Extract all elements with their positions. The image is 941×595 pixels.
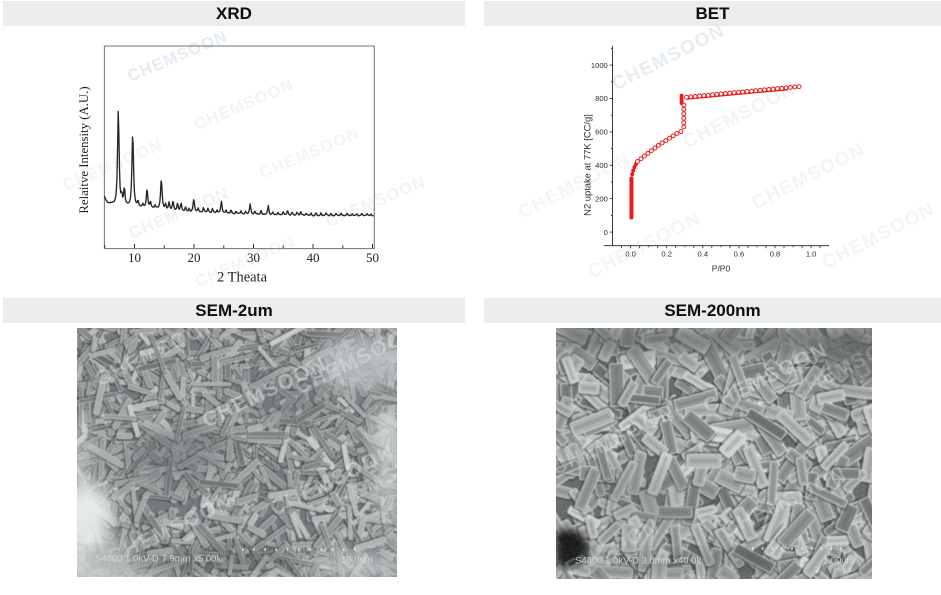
svg-text:20: 20 [188,250,201,265]
svg-text:CHEMSOON: CHEMSOON [192,76,297,134]
svg-text:1000: 1000 [591,61,608,70]
svg-text:CHEMSOON: CHEMSOON [515,149,635,224]
svg-text:30: 30 [247,250,260,265]
svg-text:CHEMSOON: CHEMSOON [60,136,165,194]
svg-text:0.4: 0.4 [698,249,709,258]
svg-text:CHEMSOON: CHEMSOON [323,173,428,231]
svg-text:0.0: 0.0 [625,249,636,258]
svg-text:CHEMSOON: CHEMSOON [257,124,362,182]
svg-text:1.0: 1.0 [806,249,817,258]
svg-text:40: 40 [307,250,320,265]
svg-text:0.2: 0.2 [661,249,672,258]
svg-text:400: 400 [595,161,608,170]
svg-text:2 Theata: 2 Theata [217,270,268,286]
svg-text:0: 0 [604,228,608,237]
svg-text:N2 uptake at 77K [CC/g]: N2 uptake at 77K [CC/g] [582,114,593,216]
svg-text:0.8: 0.8 [770,249,781,258]
svg-text:P/P0: P/P0 [712,264,731,274]
svg-text:Relaitve Intensity (A.U.): Relaitve Intensity (A.U.) [77,86,91,213]
svg-text:600: 600 [595,128,608,137]
svg-text:10: 10 [128,250,141,265]
svg-text:S4800 1.0kV-D 3.8mm x40.0k: S4800 1.0kV-D 3.8mm x40.0k [575,556,701,567]
svg-text:0.6: 0.6 [734,249,745,258]
svg-text:CHEMSOON: CHEMSOON [127,184,232,242]
svg-text:1.00um: 1.00um [823,556,855,567]
svg-text:CHEMSOON: CHEMSOON [609,20,729,95]
svg-text:10.0um: 10.0um [341,555,373,566]
svg-text:200: 200 [595,194,608,203]
svg-text:CHEMSOON: CHEMSOON [125,27,230,85]
svg-text:S4800 1.0kV-D 7.9mm x5.00k: S4800 1.0kV-D 7.9mm x5.00k [95,554,221,565]
svg-text:50: 50 [366,250,379,265]
svg-text:800: 800 [595,94,608,103]
svg-text:CHEMSOON: CHEMSOON [819,199,939,274]
svg-text:CHEMSOON: CHEMSOON [749,139,869,214]
